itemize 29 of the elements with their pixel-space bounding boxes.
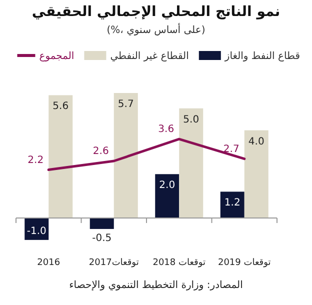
- x-tick-label: توقعات2017: [88, 258, 140, 268]
- bar: [220, 192, 244, 218]
- x-tick-label: توقعات 2019: [218, 258, 272, 268]
- data-label: 3.6: [158, 124, 174, 136]
- data-label: 2.2: [28, 154, 44, 166]
- text: المصادر: وزارة التخطيط التنموي والإحصاء: [69, 280, 243, 291]
- legend-label: المجموع: [39, 51, 74, 62]
- x-tick-label: 2016: [37, 258, 60, 268]
- data-label: -0.5: [92, 232, 112, 244]
- data-label: 4.0: [248, 136, 264, 148]
- data-label: 5.0: [183, 114, 200, 126]
- x-tick-label: توقعات 2018: [152, 258, 206, 268]
- data-label: 2.7: [223, 144, 240, 155]
- bar: [244, 130, 268, 218]
- legend-label: قطاع النفط والغاز: [224, 51, 300, 62]
- bar: [179, 108, 204, 218]
- bar: [90, 218, 114, 229]
- data-label: 1.2: [224, 198, 240, 209]
- bar: [48, 95, 73, 218]
- chart-title: نمو الناتج المحلي الإجمالي الحقيقي: [32, 4, 280, 20]
- legend-label: القطاع غير النفطي: [110, 51, 189, 62]
- bar: [114, 93, 138, 218]
- data-label: 2.6: [92, 146, 109, 157]
- data-label: 2.0: [159, 180, 176, 192]
- data-label: -1.0: [26, 226, 46, 237]
- data-label: 5.7: [118, 99, 134, 110]
- data-label: 5.6: [52, 101, 69, 112]
- bar: [155, 174, 180, 218]
- chart-subtitle: (%، على أساس سنوي): [106, 23, 206, 36]
